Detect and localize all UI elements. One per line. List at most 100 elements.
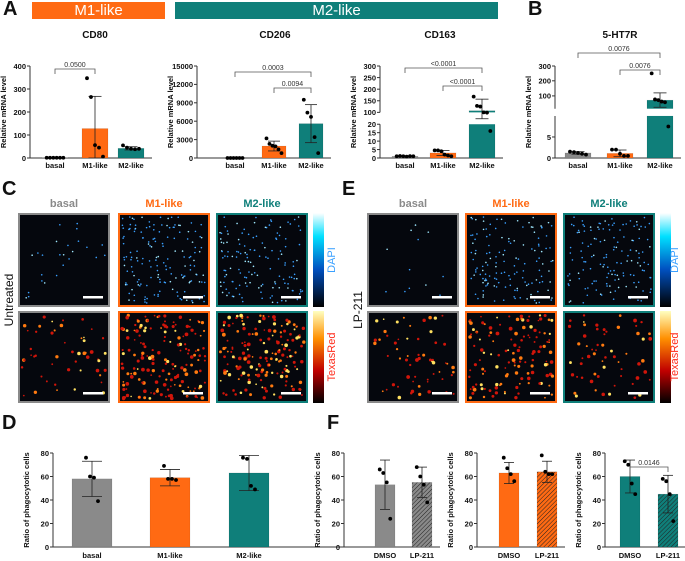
cell-dot <box>386 334 389 337</box>
cell-dot <box>531 358 535 362</box>
cell-dot <box>590 243 592 246</box>
data-point <box>125 145 129 150</box>
cell-dot <box>67 244 69 247</box>
cell-dot <box>61 319 65 322</box>
texasred-image-m1-like <box>465 311 557 403</box>
cell-dot <box>189 390 192 393</box>
y-axis-label: Ratio of phagocytotic cells <box>574 452 583 547</box>
cell-dot <box>103 351 107 355</box>
cell-dot <box>252 265 255 268</box>
data-point <box>279 151 284 155</box>
cell-dot <box>489 234 491 236</box>
cell-dot <box>477 297 479 300</box>
cell-dot <box>635 220 638 223</box>
cell-dot <box>383 329 387 334</box>
cell-dot <box>533 299 536 302</box>
data-point <box>411 154 416 159</box>
cell-dot <box>488 334 491 337</box>
cell-dot <box>141 351 145 355</box>
significance-bracket <box>273 87 312 93</box>
cell-dot <box>612 248 615 251</box>
cell-dot <box>189 264 192 267</box>
cell-dot <box>241 300 244 303</box>
cell-dot <box>287 287 289 289</box>
cell-dot <box>296 298 299 301</box>
p-value-label: 0.0076 <box>608 46 630 53</box>
cell-dot <box>125 336 130 340</box>
cell-dot <box>192 390 195 393</box>
cell-dot <box>518 382 521 385</box>
data-point <box>439 149 444 154</box>
cell-dot <box>165 325 169 329</box>
bar-m1-like <box>149 477 191 548</box>
data-point <box>401 154 406 159</box>
cell-dot <box>285 364 288 367</box>
data-point <box>381 471 386 475</box>
cell-dot <box>222 242 225 244</box>
cell-dot <box>301 290 304 292</box>
cell-dot <box>606 285 608 287</box>
cell-dot <box>488 326 493 330</box>
data-point <box>240 156 245 160</box>
cell-dot <box>247 380 251 385</box>
cell-dot <box>144 326 147 329</box>
cell-dot <box>231 280 234 283</box>
cell-dot <box>587 245 590 248</box>
cell-dot <box>277 258 280 260</box>
cell-dot <box>194 387 196 390</box>
cell-dot <box>136 281 139 283</box>
cell-dot <box>153 223 155 226</box>
cell-dot <box>614 273 616 276</box>
cell-dot <box>472 258 475 261</box>
cell-dot <box>266 370 269 373</box>
cell-dot <box>276 232 279 234</box>
cell-dot <box>515 317 520 322</box>
cell-dot <box>595 323 599 327</box>
cell-dot <box>298 334 301 337</box>
x-tick-label: basal <box>395 161 414 170</box>
x-tick-label: DMSO <box>619 551 642 560</box>
cell-dot <box>220 285 222 288</box>
cell-dot <box>485 228 488 230</box>
cell-dot <box>397 385 399 388</box>
cell-dot <box>190 363 194 367</box>
data-point <box>572 150 576 155</box>
cell-dot <box>640 320 643 324</box>
cell-dot <box>602 265 604 268</box>
data-point <box>61 155 66 160</box>
cell-dot <box>472 328 475 332</box>
cell-dot <box>589 379 594 384</box>
cell-dot <box>485 252 488 255</box>
cell-dot <box>533 328 537 333</box>
cell-dot <box>292 323 296 327</box>
cell-dot <box>150 246 153 248</box>
cell-dot <box>631 382 634 386</box>
cell-dot <box>138 334 141 337</box>
cell-dot <box>169 378 173 382</box>
cell-dot <box>231 295 234 298</box>
cell-dot <box>235 314 239 318</box>
cell-dot <box>616 241 619 243</box>
cell-dot <box>280 324 283 327</box>
y-tick-label: 20 <box>593 519 601 528</box>
cell-dot <box>148 221 151 223</box>
cell-dot <box>219 231 221 234</box>
cell-dot <box>503 392 506 395</box>
data-point <box>626 153 630 158</box>
bar-dmso <box>498 472 520 548</box>
cell-dot <box>404 358 408 362</box>
cell-dot <box>504 367 507 369</box>
cell-dot <box>264 226 267 229</box>
cell-dot <box>508 240 510 243</box>
cell-dot <box>393 341 397 345</box>
cell-dot <box>641 251 644 253</box>
cell-dot <box>191 300 193 302</box>
cell-dot <box>255 368 258 371</box>
cell-dot <box>527 381 530 385</box>
cell-dot <box>278 234 281 237</box>
cell-dot <box>550 299 553 301</box>
cell-dot <box>490 353 493 356</box>
cell-dot <box>509 278 511 281</box>
cell-dot <box>146 319 150 322</box>
cell-dot <box>30 354 32 356</box>
